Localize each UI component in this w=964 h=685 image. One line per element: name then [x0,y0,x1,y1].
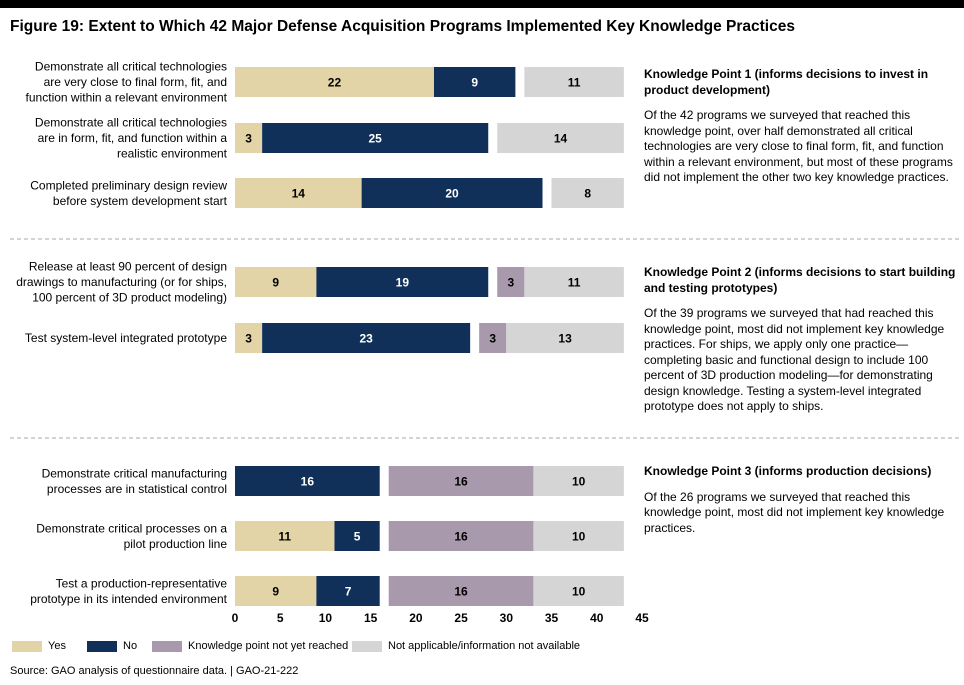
bar-segment-no [334,521,380,551]
x-tick-label: 15 [364,611,378,625]
bar-value-label: 3 [489,332,496,346]
bar-segment-not-reached [388,521,534,551]
x-tick-label: 30 [500,611,514,625]
bar-segment-not-reached [497,267,525,297]
x-tick-label: 5 [277,611,284,625]
x-tick-label: 25 [454,611,468,625]
row-label: Test system-level integrated prototype [25,331,227,345]
legend-label-yes: Yes [48,640,66,653]
row-label: Demonstrate critical manufacturing proces… [42,466,227,496]
bar-value-label: 14 [292,187,306,201]
bar-segment-yes [235,67,434,97]
row-label: Test a production-representative prototyp… [30,576,227,606]
knowledge-point-2-heading: Knowledge Point 2 (informs decisions to … [644,265,956,295]
knowledge-point-3-panel: Knowledge Point 3 (informs production de… [644,464,960,536]
bar-value-label: 3 [507,276,514,290]
knowledge-point-1-text: Of the 42 programs we surveyed that reac… [644,108,953,184]
bar-segment-no [235,466,380,496]
bar-segment-not-reached [388,466,534,496]
legend-item-not-reached: Knowledge point not yet reached [152,640,348,652]
legend-swatch-not-reached [152,640,182,652]
bar-segment-na [551,178,624,208]
bar-segment-na [506,323,624,353]
legend-label-not-reached: Knowledge point not yet reached [188,640,349,653]
bar-value-label: 11 [568,76,581,90]
bar-value-label: 25 [369,132,383,146]
row-label: Demonstrate all critical technologies are… [26,60,228,105]
legend-swatch-yes [12,640,42,652]
bar-value-label: 23 [359,332,373,346]
row-label: Demonstrate critical processes on a pilot… [36,521,227,551]
bar-segment-yes [235,267,317,297]
knowledge-point-2-panel: Knowledge Point 2 (informs decisions to … [644,265,960,415]
knowledge-point-3-text: Of the 26 programs we surveyed that reac… [644,489,945,535]
bar-segment-yes [235,323,263,353]
bar-segment-no [316,267,489,297]
knowledge-point-2-text: Of the 39 programs we surveyed that had … [644,306,945,413]
bar-segment-not-reached [388,576,534,606]
bar-value-label: 10 [572,475,586,489]
bar-segment-no [262,123,489,153]
row-label: Demonstrate all critical technologies are… [35,116,228,161]
x-tick-label: 20 [409,611,423,625]
knowledge-point-3-heading: Knowledge Point 3 (informs production de… [644,464,932,478]
legend-item-yes: Yes [12,640,66,652]
legend-item-na: Not applicable/information not available [352,640,580,652]
legend-swatch-no [87,640,117,652]
bar-value-label: 11 [568,276,581,290]
bar-value-label: 16 [454,585,468,599]
bar-value-label: 16 [454,530,468,544]
legend-label-na: Not applicable/information not available [388,640,581,653]
bar-segment-na [533,466,624,496]
bar-segment-no [433,67,516,97]
bar-value-label: 9 [471,76,478,90]
x-tick-label: 10 [319,611,333,625]
top-rule [0,0,964,8]
bar-segment-na [497,123,624,153]
figure-title: Figure 19: Extent to Which 42 Major Defe… [10,18,795,35]
knowledge-point-1-heading: Knowledge Point 1 (informs decisions to … [644,67,929,97]
legend-item-no: No [87,640,137,652]
bar-value-label: 5 [354,530,361,544]
bar-value-label: 19 [396,276,410,290]
x-tick-label: 45 [635,611,649,625]
bar-value-label: 16 [301,475,315,489]
bar-value-label: 3 [245,332,252,346]
bar-segment-no [361,178,543,208]
bar-segment-yes [235,178,362,208]
bar-value-label: 11 [278,530,291,544]
bar-segment-not-reached [479,323,507,353]
bar-value-label: 16 [454,475,468,489]
bar-segment-na [533,521,624,551]
bar-value-label: 13 [558,332,572,346]
bar-value-label: 22 [328,76,342,90]
bar-value-label: 7 [345,585,352,599]
legend-swatch-na [352,640,382,652]
stacked-bar-chart: Demonstrate all critical technologies are… [10,60,960,625]
bar-segment-na [524,267,624,297]
row-label: Completed preliminary design review befor… [30,178,227,208]
legend-label-no: No [123,640,138,653]
bar-value-label: 9 [272,276,279,290]
bar-segment-na [533,576,624,606]
x-tick-label: 40 [590,611,604,625]
bar-value-label: 10 [572,530,586,544]
bar-segment-no [262,323,471,353]
source-note: Source: GAO analysis of questionnaire da… [10,665,299,677]
row-label: Release at least 90 percent of design dra… [16,260,227,305]
bar-value-label: 9 [272,585,279,599]
bar-value-label: 10 [572,585,586,599]
bar-value-label: 8 [584,187,591,201]
bar-segment-yes [235,521,335,551]
x-tick-label: 35 [545,611,559,625]
bar-value-label: 20 [445,187,459,201]
bar-value-label: 14 [554,132,568,146]
knowledge-point-1-panel: Knowledge Point 1 (informs decisions to … [644,67,960,186]
bar-value-label: 3 [245,132,252,146]
bar-segment-yes [235,576,317,606]
bar-segment-yes [235,123,263,153]
bar-segment-na [524,67,624,97]
x-tick-label: 0 [232,611,239,625]
bar-segment-no [316,576,380,606]
